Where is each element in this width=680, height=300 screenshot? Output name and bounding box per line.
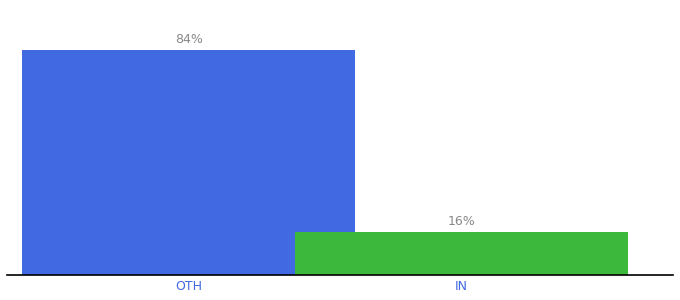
- Text: 16%: 16%: [447, 215, 475, 228]
- Bar: [22, 50, 355, 275]
- Text: 84%: 84%: [175, 33, 203, 46]
- Bar: [294, 232, 628, 275]
